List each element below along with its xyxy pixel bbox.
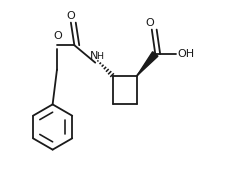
Polygon shape [137, 52, 158, 76]
Text: N: N [90, 51, 99, 61]
Text: H: H [96, 52, 103, 61]
Text: O: O [53, 31, 62, 41]
Text: O: O [146, 18, 154, 28]
Text: O: O [66, 11, 75, 21]
Text: OH: OH [177, 49, 194, 59]
